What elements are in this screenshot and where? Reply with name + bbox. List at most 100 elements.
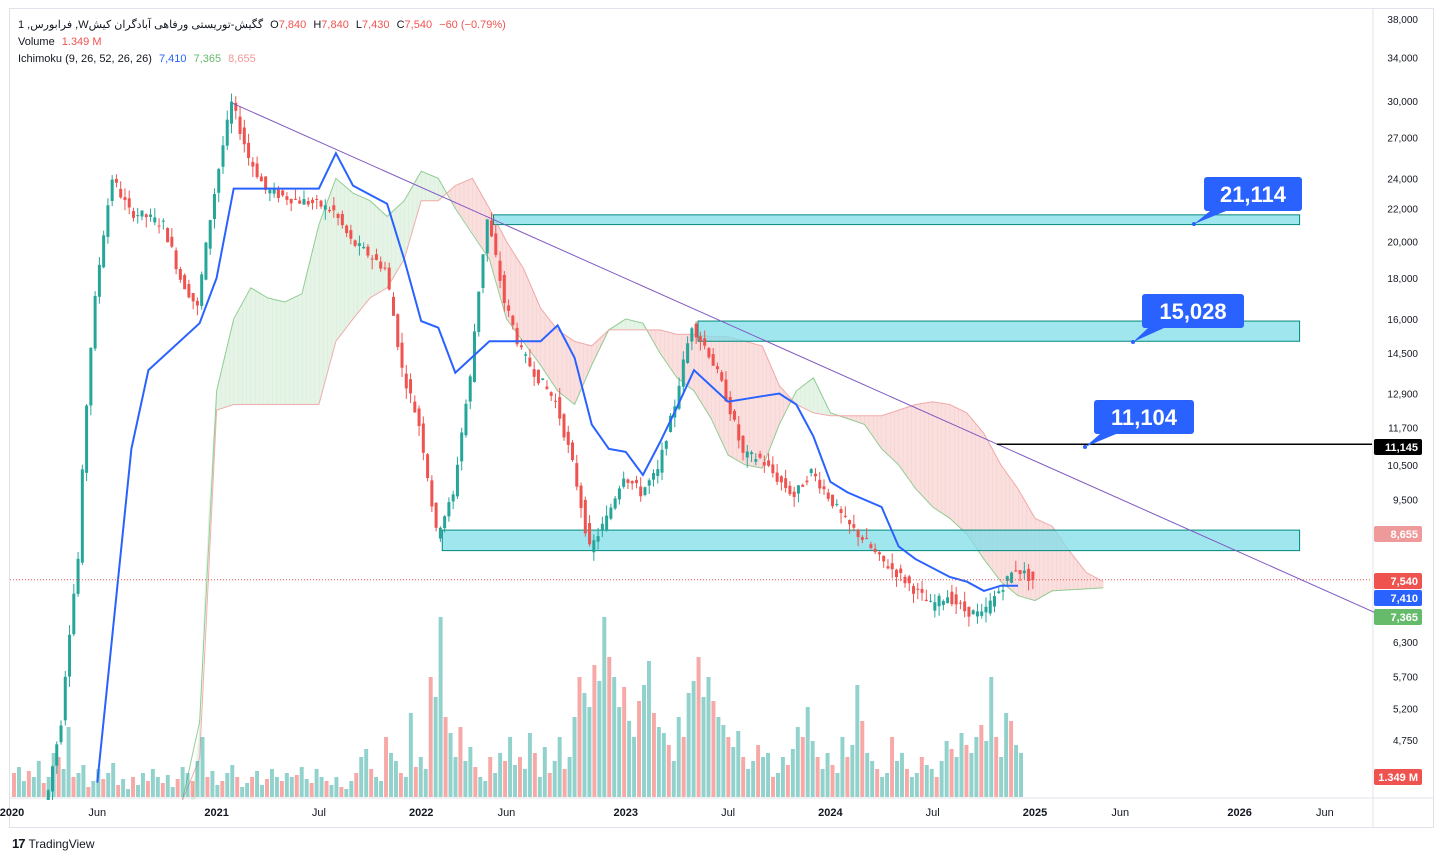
candle-body (536, 369, 540, 384)
volume-bar (557, 737, 562, 797)
candle-body (583, 499, 587, 534)
cloud-segment (425, 172, 431, 201)
legend-ichimoku-span-a: 7,365 (193, 53, 222, 65)
cloud-segment (225, 335, 230, 408)
legend-volume-label: Volume (18, 36, 55, 48)
candle-body (72, 593, 76, 635)
volume-bar (646, 661, 651, 797)
volume-bar (220, 781, 225, 797)
volume-bar (12, 773, 16, 797)
candle-body (404, 373, 408, 389)
candle-body (630, 481, 634, 484)
candle-body (941, 600, 945, 605)
volume-bar (31, 777, 36, 797)
x-tick-label: Jul (926, 807, 940, 819)
legend-volume-row[interactable]: Volume 1.349 M (18, 36, 102, 48)
cloud-segment (770, 365, 776, 446)
cloud-segment (621, 318, 627, 330)
candle-body (652, 472, 656, 480)
cloud-segment (1064, 544, 1070, 591)
cloud-segment (382, 212, 388, 291)
candle-body (873, 548, 877, 553)
volume-bar (200, 737, 205, 797)
candle-body (315, 198, 319, 200)
volume-bar (527, 733, 532, 797)
legend-l-label: L (355, 19, 362, 31)
time-axis[interactable]: 2020 Jun 2021 Jul 2022 Jun 2023 Jul 2024 Jul 2025 J… (0, 807, 1334, 819)
legend-low: 7,430 (362, 19, 390, 31)
volume-bar (969, 753, 974, 797)
volume-bar (56, 757, 61, 797)
cloud-segment (412, 178, 418, 229)
volume-bar (225, 773, 230, 797)
volume-bar (309, 783, 314, 797)
volume-bar (116, 785, 121, 797)
candle-body (1001, 590, 1005, 592)
candle-body (775, 472, 779, 482)
volume-bar (488, 757, 493, 797)
candle-body (886, 566, 890, 569)
legend-symbol[interactable]: 1 ,فرابورس ,Wگگیش-توریستی ورفاهی آبادگرا… (18, 19, 264, 31)
cloud-segment (698, 334, 703, 405)
cloud-segment (276, 299, 281, 405)
candle-body (617, 488, 621, 500)
volume-bar (478, 777, 483, 797)
candle-body (242, 127, 246, 145)
callout-label: 11,104 (1111, 405, 1178, 430)
volume-bar (701, 697, 706, 797)
drawings[interactable]: 21,114 15,028 11,104 (232, 102, 1394, 622)
price-tag (1374, 526, 1422, 542)
candle-body (281, 190, 285, 196)
callout-pointer (1133, 328, 1164, 342)
candle-body (417, 408, 421, 427)
candle-body (106, 205, 110, 237)
cloud-segment (310, 240, 316, 405)
cloud-segment (1081, 566, 1087, 590)
price-axis[interactable]: 38,000 34,000 30,000 27,000 24,000 22,000 20,0… (1387, 15, 1418, 747)
cloud-segment (344, 185, 350, 330)
candle-body (323, 205, 327, 210)
callout-label: 15,028 (1159, 299, 1226, 324)
support-resistance-zone (441, 529, 1301, 552)
volume-bar (880, 777, 885, 797)
cloud-segment (804, 381, 810, 411)
candle-body (946, 597, 950, 604)
x-tick-label: 2026 (1227, 807, 1251, 819)
candle-body (754, 459, 758, 462)
volume-bar (339, 787, 344, 797)
volume-bar (314, 769, 319, 797)
candle-body (758, 453, 762, 458)
candle-body (681, 359, 685, 387)
y-tick-label: 22,000 (1387, 204, 1418, 215)
volume-bar (627, 721, 632, 797)
cloud-segment (1073, 555, 1079, 590)
candle-body (349, 230, 353, 239)
candle-body (575, 463, 579, 487)
volume-bar (393, 761, 398, 797)
candle-body (605, 515, 609, 531)
volume-bar (250, 777, 255, 797)
candle-body (383, 267, 387, 269)
cloud-segment (774, 375, 780, 435)
volume-bar (269, 769, 274, 797)
candle-body (1010, 572, 1014, 583)
candle-body (481, 254, 485, 288)
volume-bar (999, 757, 1004, 797)
price-tag (1374, 439, 1422, 455)
candle-body (835, 503, 839, 505)
cloud-segment (254, 290, 260, 405)
cloud-segment (873, 415, 878, 443)
volume-bar (428, 677, 433, 797)
volume-bar (954, 757, 959, 797)
volume-bar (46, 777, 51, 797)
candle-body (980, 611, 984, 616)
candle-body (336, 213, 340, 218)
volume-bar (587, 707, 592, 797)
tradingview-logo[interactable]: 17 TradingView (12, 836, 95, 851)
volume-bar (919, 757, 924, 797)
volume-bar (676, 717, 681, 797)
cloud-segment (915, 403, 921, 494)
legend-ichimoku-row[interactable]: Ichimoku (9, 26, 52, 26, 26) 7,410 7,365… (18, 53, 256, 65)
cloud-segment (595, 337, 601, 357)
